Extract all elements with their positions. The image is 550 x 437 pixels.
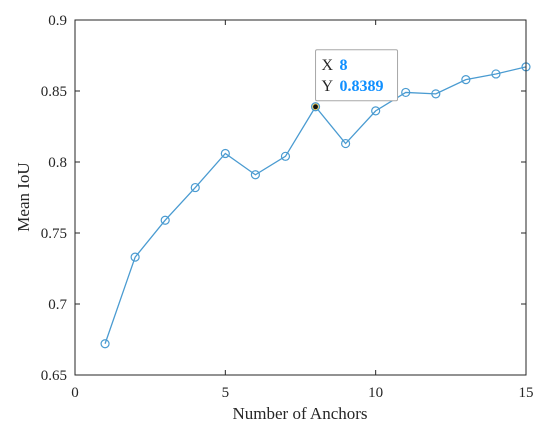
data-point[interactable]	[310, 102, 321, 112]
axes-box	[74, 19, 527, 376]
datatip[interactable]: X 8Y 0.8389	[312, 49, 399, 110]
y-tick-label: 0.65	[41, 368, 67, 384]
x-axis-title: Number of Anchors	[232, 404, 367, 423]
data-point[interactable]	[431, 89, 441, 99]
y-tick-label: 0.85	[41, 84, 67, 100]
y-axis-title: Mean IoU	[14, 162, 33, 231]
x-tick-label: 0	[71, 385, 79, 401]
data-point[interactable]	[100, 339, 110, 349]
datatip-x-value: 8	[340, 57, 348, 74]
data-point[interactable]	[371, 106, 381, 116]
data-point[interactable]	[250, 170, 260, 180]
data-point[interactable]	[491, 69, 501, 79]
datatip-marker[interactable]	[312, 103, 319, 110]
y-tick-label: 0.7	[48, 297, 67, 313]
data-point[interactable]	[220, 148, 230, 159]
plot-area	[75, 20, 526, 375]
y-tick-label: 0.75	[41, 226, 67, 242]
datatip-x-key: X	[322, 57, 334, 74]
datatip-y-key: Y	[322, 78, 334, 95]
x-tick-label: 10	[368, 385, 383, 401]
data-point[interactable]	[461, 75, 471, 85]
data-point[interactable]	[341, 138, 351, 149]
y-tick-label: 0.9	[48, 13, 67, 29]
x-tick-label: 5	[222, 385, 230, 401]
x-tick-label: 15	[519, 385, 534, 401]
data-point[interactable]	[190, 182, 200, 193]
data-point[interactable]	[280, 151, 291, 161]
datatip-box	[315, 49, 399, 102]
data-point[interactable]	[160, 215, 170, 225]
data-point[interactable]	[130, 252, 140, 262]
axis-tick-labels: 0 5 10 15 0.65 0.7 0.75 0.8 0.85 0.9	[41, 13, 534, 401]
data-point[interactable]	[401, 87, 411, 98]
y-tick-label: 0.8	[48, 155, 67, 171]
datatip-y-value: 0.8389	[340, 78, 384, 95]
